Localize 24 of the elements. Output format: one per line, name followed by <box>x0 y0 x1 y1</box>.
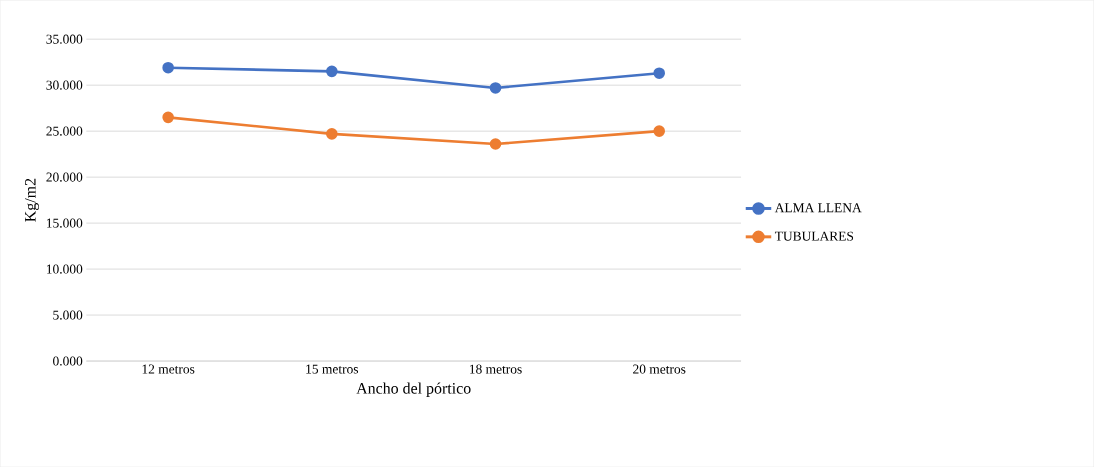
y-tick-label: 0.000 <box>53 356 83 366</box>
x-tick-label: 12 metros <box>142 364 195 374</box>
y-tick-label: 20.000 <box>46 172 83 182</box>
y-axis-title: Kg/m2 <box>24 178 39 222</box>
x-axis-title: Ancho del pórtico <box>356 382 471 397</box>
y-tick-label: 5.000 <box>53 310 83 320</box>
legend-label: ALMA LLENA <box>774 203 862 213</box>
point <box>162 61 174 74</box>
y-tick-label: 10.000 <box>47 264 83 274</box>
x-tick-label: 15 metros <box>306 364 359 374</box>
point <box>326 128 338 140</box>
y-tick-label: 30.000 <box>46 80 83 90</box>
point <box>162 111 174 124</box>
point <box>653 125 666 137</box>
point <box>489 82 502 94</box>
point <box>653 67 666 79</box>
point <box>326 65 338 78</box>
y-tick-label: 35.000 <box>46 34 83 44</box>
x-tick-label: 18 metros <box>470 364 522 374</box>
y-tick-label: 25.000 <box>46 126 83 136</box>
x-tick-label: 20 metros <box>633 364 686 374</box>
legend-label: TUBULARES <box>774 231 854 241</box>
y-tick-label: 15.000 <box>47 218 83 228</box>
point <box>489 138 502 150</box>
